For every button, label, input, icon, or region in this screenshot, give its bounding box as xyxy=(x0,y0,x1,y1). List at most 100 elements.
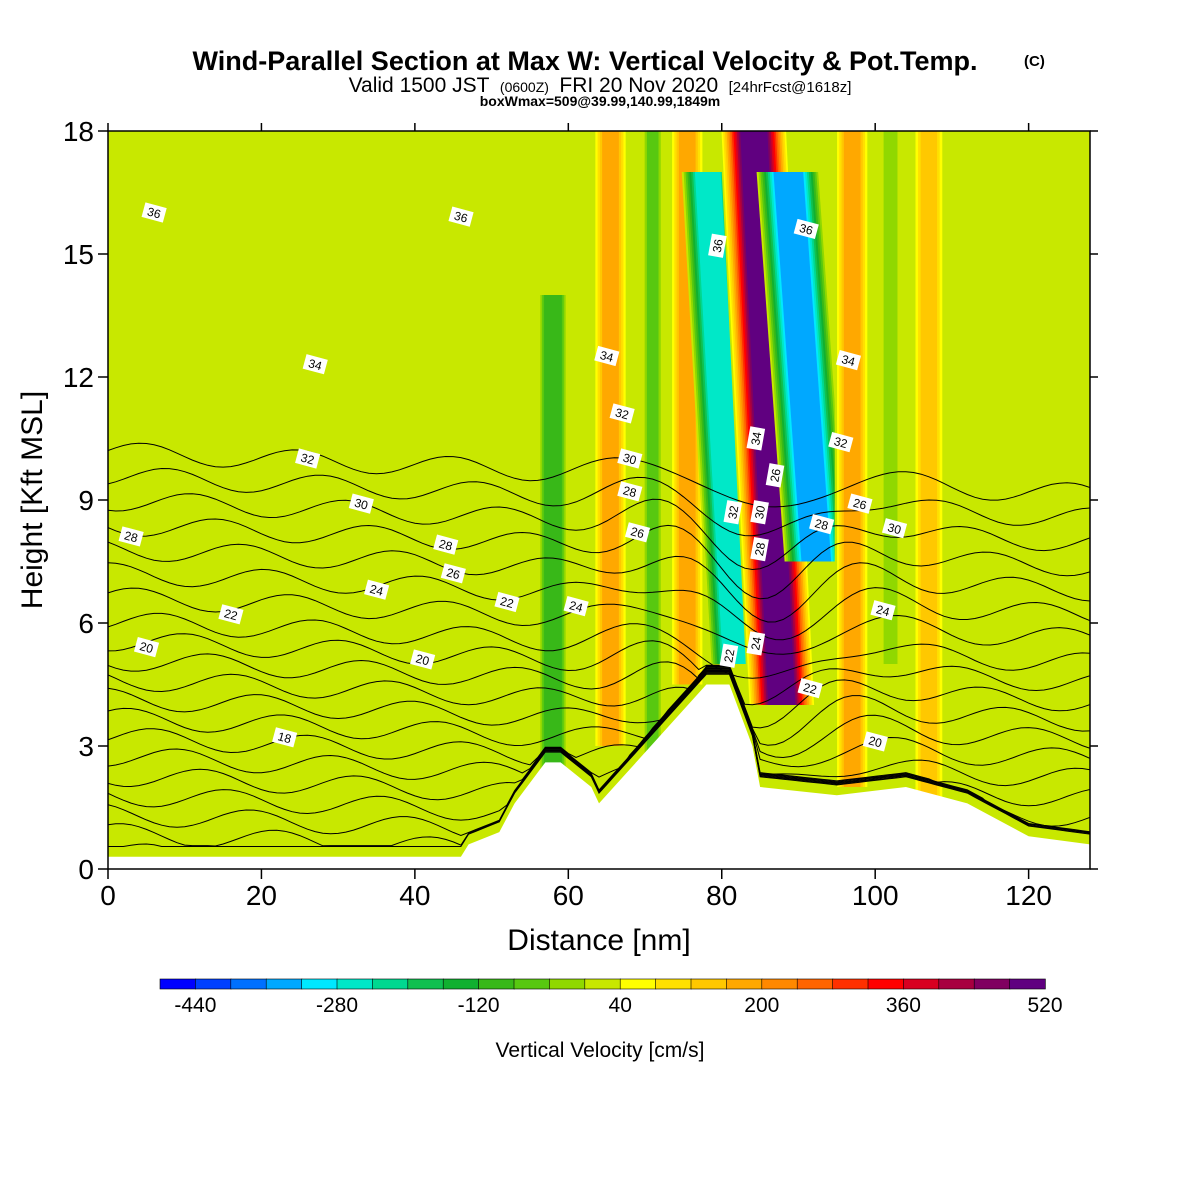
theta-label: 24 xyxy=(746,631,766,656)
theta-label: 32 xyxy=(828,432,854,453)
svg-text:32: 32 xyxy=(832,434,849,451)
theta-label: 26 xyxy=(440,563,466,584)
theta-label: 22 xyxy=(719,643,739,668)
x-tick-label: 60 xyxy=(553,880,584,911)
isentrope-line xyxy=(108,653,1090,729)
colorbar-swatch xyxy=(1009,978,1046,990)
theta-label: 32 xyxy=(609,403,635,424)
colorbar-tick-label: 360 xyxy=(886,994,921,1017)
y-tick-label: 15 xyxy=(63,239,94,270)
colorbar-swatch xyxy=(159,978,197,990)
colorbar-swatch xyxy=(195,978,232,990)
isentrope-line xyxy=(108,467,1090,537)
colorbar-label: Vertical Velocity [cm/s] xyxy=(496,1039,705,1062)
colorbar-swatch xyxy=(478,978,515,990)
isentrope-line xyxy=(108,612,1090,679)
svg-text:28: 28 xyxy=(752,541,768,557)
colorbar-swatch xyxy=(973,978,1011,990)
isentrope-line xyxy=(108,666,1090,746)
colorbar-tick-label: -120 xyxy=(458,994,500,1017)
theta-label: 36 xyxy=(141,202,167,223)
theta-label: 30 xyxy=(881,518,908,539)
y-tick-label: 12 xyxy=(63,362,94,393)
svg-text:32: 32 xyxy=(725,504,741,520)
svg-text:24: 24 xyxy=(748,635,764,651)
colorbar-swatch xyxy=(867,978,905,990)
isentrope-line xyxy=(108,587,1090,655)
velocity-band xyxy=(545,295,560,787)
svg-text:26: 26 xyxy=(852,496,869,513)
theta-label: 34 xyxy=(594,345,620,367)
svg-text:34: 34 xyxy=(840,352,857,369)
svg-text:20: 20 xyxy=(414,651,431,668)
svg-text:28: 28 xyxy=(123,528,140,545)
colorbar-swatch xyxy=(407,978,444,990)
svg-text:34: 34 xyxy=(748,430,764,446)
svg-text:22: 22 xyxy=(499,594,516,611)
x-tick-label: 80 xyxy=(706,880,737,911)
colorbar-swatch xyxy=(584,978,621,990)
colorbar-swatch xyxy=(655,978,692,990)
velocity-band xyxy=(775,172,830,562)
colorbar-swatch xyxy=(832,978,869,990)
x-tick-label: 40 xyxy=(399,880,430,911)
svg-text:26: 26 xyxy=(767,467,783,483)
colorbar-swatch xyxy=(549,978,586,990)
x-axis-label: Distance [nm] xyxy=(507,924,690,957)
svg-text:36: 36 xyxy=(146,205,163,222)
y-tick-label: 18 xyxy=(63,116,94,147)
theta-label: 34 xyxy=(746,426,766,451)
y-tick-label: 3 xyxy=(78,731,94,762)
isentrope-line xyxy=(108,671,1090,833)
isentrope-line xyxy=(108,669,1090,807)
svg-text:24: 24 xyxy=(875,602,892,619)
svg-text:24: 24 xyxy=(368,582,385,599)
colorbar-swatch xyxy=(301,978,338,990)
theta-label: 30 xyxy=(617,448,643,469)
theta-label: 24 xyxy=(870,600,896,621)
colorbar-swatch xyxy=(903,978,940,990)
theta-label: 36 xyxy=(708,233,727,258)
theta-label: 30 xyxy=(348,493,374,514)
colorbar-swatch xyxy=(690,978,728,990)
isentrope-line xyxy=(108,442,1090,508)
subtitle-fcst: [24hrFcst@1618z] xyxy=(729,79,852,96)
svg-text:32: 32 xyxy=(614,405,631,422)
theta-label: 26 xyxy=(624,522,651,543)
chart-title: Wind-Parallel Section at Max W: Vertical… xyxy=(193,46,978,76)
isentrope-line xyxy=(108,493,1090,571)
theta-label: 28 xyxy=(433,534,459,555)
isentrope-line xyxy=(108,633,1090,706)
svg-text:28: 28 xyxy=(437,537,454,554)
svg-text:30: 30 xyxy=(886,520,903,537)
svg-text:18: 18 xyxy=(276,729,293,746)
velocity-band xyxy=(920,131,938,828)
svg-text:22: 22 xyxy=(223,606,240,623)
colorbar-swatch xyxy=(796,978,834,990)
theta-label: 22 xyxy=(494,591,520,613)
colorbar-tick-label: -440 xyxy=(174,994,216,1017)
isentrope-line xyxy=(108,668,1090,768)
theta-label: 18 xyxy=(272,727,298,748)
velocity-band xyxy=(843,131,861,787)
colorbar-swatch xyxy=(230,978,267,990)
colorbar-swatch xyxy=(265,978,303,990)
x-tick-label: 100 xyxy=(852,880,899,911)
colorbar-swatch xyxy=(761,978,798,990)
velocity-band xyxy=(646,131,659,787)
velocity-band xyxy=(602,131,619,746)
isentrope-line xyxy=(108,672,1090,837)
colorbar-tick-label: -280 xyxy=(316,994,358,1017)
colorbar-swatch xyxy=(938,978,975,990)
theta-label: 36 xyxy=(793,218,819,240)
velocity-band xyxy=(740,131,796,705)
colorbar-swatch xyxy=(336,978,374,990)
y-tick-label: 0 xyxy=(78,854,94,885)
colorbar-swatch xyxy=(442,978,480,990)
theta-label: 24 xyxy=(563,596,589,617)
svg-text:28: 28 xyxy=(813,516,830,533)
svg-text:36: 36 xyxy=(710,238,726,254)
isentrope-line xyxy=(108,670,1090,827)
